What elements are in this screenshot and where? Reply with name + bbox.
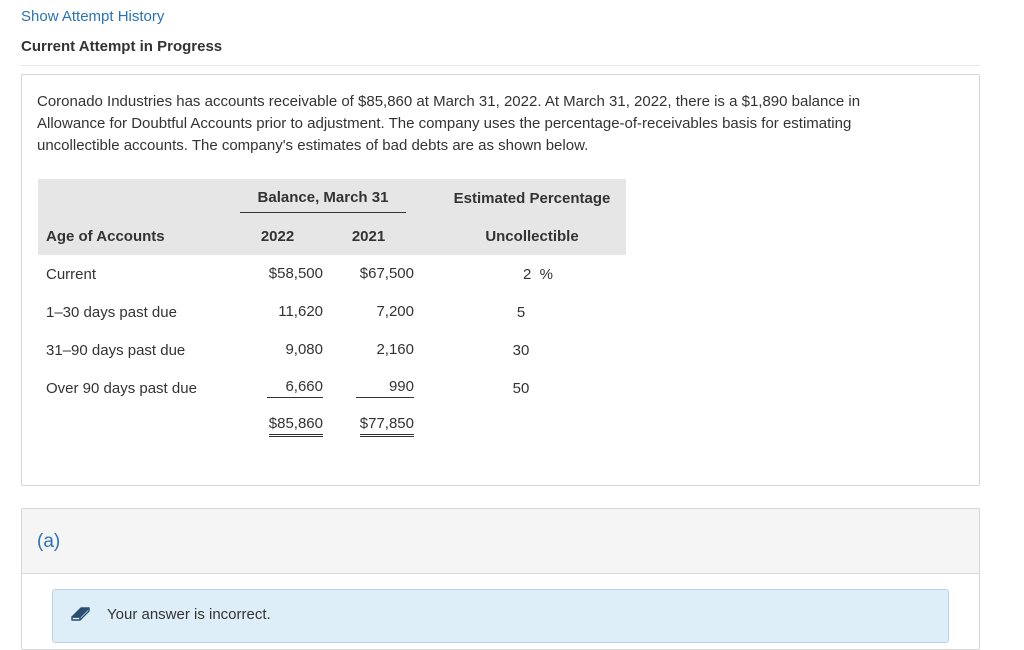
part-a-box: (a) Your answer is incorrect. [21,508,980,650]
pct-header-line2: Uncollectible [438,217,626,255]
problem-text: Coronado Industries has accounts receiva… [37,93,861,154]
current-attempt-heading: Current Attempt in Progress [21,38,223,55]
table-row: 31–90 days past due 9,080 2,160 30 [38,331,626,369]
table-total-row: $85,860 $77,850 [38,407,626,445]
total-2022-cell: $85,860 [268,415,323,437]
table-row: Current $58,500 $67,500 2 % [38,255,626,293]
balance-2021-cell: 2,160 [376,340,414,358]
age-cell: Current [46,265,97,283]
balance-2022-cell: 11,620 [278,302,323,320]
part-a-header: (a) [22,509,979,574]
part-label: (a) [37,531,61,552]
year-2021-header: 2021 [323,217,414,255]
pct-cell: 5 [516,303,526,321]
balance-2021-cell: 7,200 [376,302,414,320]
table-row: Over 90 days past due 6,660 990 50 [38,369,626,407]
feedback-text: Your answer is incorrect. [107,606,271,623]
table-header-row: Age of Accounts 2022 2021 Uncollectible [38,217,626,255]
balance-2022-cell: 6,660 [267,378,323,398]
feedback-banner: Your answer is incorrect. [52,589,949,643]
balance-2021-cell: $67,500 [359,264,414,282]
divider [21,65,980,66]
problem-box: Coronado Industries has accounts receiva… [21,74,980,486]
top-links: Show Attempt History Current Attempt in … [21,7,222,57]
aging-table: Balance, March 31 Estimated Percentage A… [38,179,626,445]
show-attempt-history-link[interactable]: Show Attempt History [21,8,165,25]
age-column-header: Age of Accounts [38,217,232,255]
pct-cell: 2 [522,265,532,283]
age-cell: Over 90 days past due [46,379,197,397]
age-cell: 1–30 days past due [46,303,177,321]
balance-2022-cell: 9,080 [285,340,323,358]
age-cell: 31–90 days past due [46,341,186,359]
eraser-icon [71,607,90,621]
pct-cell: 30 [512,341,530,359]
balance-group-header: Balance, March 31 [239,189,407,213]
total-2021-cell: $77,850 [359,415,414,437]
table-header-row: Balance, March 31 Estimated Percentage [38,179,626,217]
pct-unit: % [539,265,554,283]
table-row: 1–30 days past due 11,620 7,200 5 [38,293,626,331]
pct-cell: 50 [512,379,530,397]
balance-2022-cell: $58,500 [268,264,323,282]
pct-header-line1: Estimated Percentage [438,179,626,217]
balance-2021-cell: 990 [355,378,414,398]
year-2022-header: 2022 [232,217,323,255]
